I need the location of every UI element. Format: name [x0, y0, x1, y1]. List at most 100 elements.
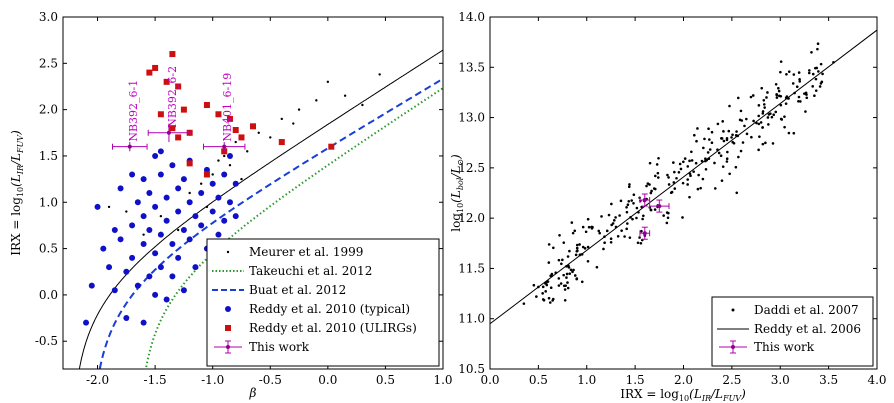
meurer-point	[292, 122, 295, 125]
this-work-point: NB392_6-1	[112, 80, 148, 152]
daddi-point	[541, 285, 545, 289]
daddi-point	[778, 94, 781, 98]
daddi-point	[757, 122, 761, 126]
daddi-point	[568, 272, 572, 275]
right-chart: 0.0 0.5 1.0 1.5 2.0 2.5 3.0 3.5 4.0 10.5 11.0 11.5 1…	[449, 10, 887, 403]
meurer-point	[205, 205, 209, 209]
meurer-point	[228, 164, 232, 167]
left-ytick-label: 1.0	[39, 195, 58, 209]
daddi-point	[673, 170, 676, 174]
daddi-point	[771, 142, 775, 145]
daddi-point	[814, 89, 818, 92]
daddi-point	[707, 127, 710, 131]
daddi-point	[654, 187, 657, 191]
daddi-point	[586, 245, 590, 249]
daddi-point	[791, 82, 795, 85]
daddi-point	[761, 126, 764, 129]
legend-reddy-ulirgs-label: Reddy et al. 2010 (ULIRGs)	[249, 321, 417, 335]
right-xtick-label: 1.5	[626, 373, 645, 387]
daddi-point	[728, 104, 731, 108]
daddi-point	[764, 141, 767, 145]
daddi-point	[550, 272, 554, 276]
daddi-point	[761, 110, 765, 113]
daddi-point	[736, 96, 740, 100]
reddy-ulirg-point	[215, 111, 222, 118]
daddi-point	[739, 149, 743, 153]
daddi-point	[639, 241, 643, 245]
daddi-point	[665, 221, 669, 225]
daddi-point	[722, 130, 725, 133]
daddi-point	[666, 216, 670, 220]
right-ytick-label: 11.0	[458, 312, 485, 326]
daddi-point	[565, 276, 568, 279]
daddi-point	[750, 135, 753, 139]
daddi-point	[559, 282, 563, 285]
meurer-point	[107, 205, 111, 209]
daddi-point	[542, 298, 546, 302]
daddi-point	[686, 165, 690, 168]
daddi-point	[688, 195, 691, 199]
daddi-point	[797, 95, 801, 99]
daddi-point	[616, 234, 620, 238]
daddi-point	[570, 221, 574, 224]
daddi-point	[563, 288, 567, 291]
reddy-typical-point	[175, 208, 182, 215]
reddy-typical-point	[111, 287, 118, 294]
meurer-point	[188, 191, 191, 195]
meurer-point	[176, 228, 180, 232]
right-xtick-label: 2.0	[674, 373, 693, 387]
reddy-typical-point	[157, 148, 164, 155]
daddi-point	[699, 186, 702, 190]
daddi-point	[797, 100, 800, 103]
daddi-point	[610, 202, 613, 206]
daddi-point	[757, 148, 760, 152]
reddy-typical-point	[157, 231, 164, 238]
reddy-typical-point	[169, 162, 176, 169]
left-xtick-label: -1.5	[144, 373, 167, 387]
legend-takeuchi-label: Takeuchi et al. 2012	[249, 264, 372, 278]
annotation-label: NB401_6-19	[221, 73, 234, 142]
daddi-point	[726, 150, 729, 154]
daddi-point	[807, 71, 811, 75]
daddi-point	[690, 150, 693, 154]
right-ylabel: log10(Lbol/L⊙)	[449, 154, 465, 232]
daddi-point	[708, 138, 711, 141]
meurer-point	[142, 233, 145, 236]
daddi-point	[816, 42, 820, 46]
reddy-typical-point	[111, 227, 118, 234]
daddi-point	[743, 124, 746, 128]
daddi-point	[713, 161, 716, 165]
daddi-point	[816, 47, 819, 51]
daddi-point	[626, 203, 630, 207]
reddy-typical-point	[180, 227, 187, 234]
daddi-point	[573, 274, 577, 277]
daddi-point	[565, 272, 569, 276]
legend-thiswork-label: This work	[249, 340, 310, 354]
legend-thiswork-right-label: This work	[754, 340, 815, 354]
reddy-typical-point	[106, 264, 113, 271]
daddi-point	[752, 119, 755, 123]
daddi-point	[792, 73, 796, 76]
daddi-point	[548, 301, 552, 304]
legend-daddi-label: Daddi et al. 2007	[754, 303, 859, 317]
legend-daddi-marker	[731, 308, 735, 312]
curve-buat-et-al-2012	[98, 77, 443, 369]
right-ytick-label: 11.5	[458, 261, 485, 275]
left-ytick-label: -0.5	[35, 334, 58, 348]
daddi-point	[727, 129, 731, 133]
daddi-point	[665, 211, 669, 214]
daddi-point	[805, 96, 809, 100]
daddi-point	[611, 222, 615, 225]
daddi-point	[741, 141, 745, 144]
daddi-point	[694, 161, 698, 165]
daddi-point	[734, 165, 738, 169]
reddy-typical-point	[192, 213, 199, 220]
daddi-point	[562, 273, 565, 277]
daddi-point	[679, 167, 683, 171]
this-work-right-point	[639, 193, 651, 207]
reddy-typical-point	[83, 319, 90, 326]
daddi-point	[779, 70, 782, 74]
daddi-point	[767, 113, 771, 116]
daddi-point	[551, 299, 554, 302]
daddi-point	[696, 187, 700, 191]
